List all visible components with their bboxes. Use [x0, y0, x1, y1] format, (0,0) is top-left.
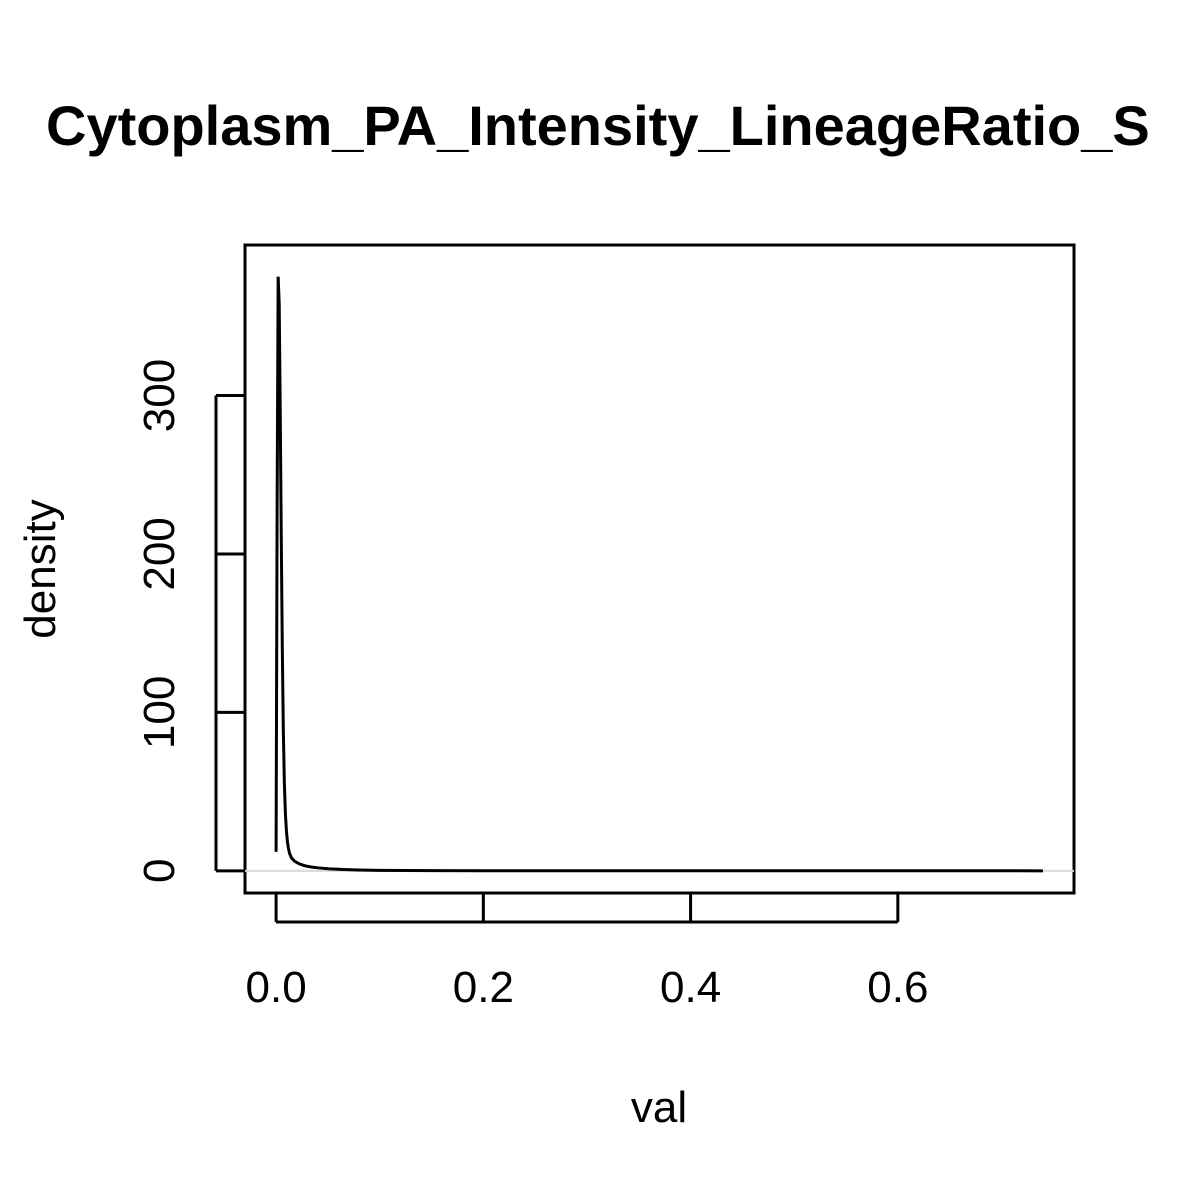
y-tick-label: 300	[135, 359, 184, 432]
x-tick-label: 0.4	[660, 963, 721, 1012]
y-tick-label: 200	[135, 517, 184, 590]
y-tick-label: 100	[135, 676, 184, 749]
chart-title: Cytoplasm_PA_Intensity_LineageRatio_S	[46, 94, 1150, 157]
x-axis-label: val	[631, 1083, 687, 1132]
density-line	[274, 276, 1043, 873]
y-axis: 0 100 200 300	[135, 359, 245, 883]
y-tick-label: 0	[135, 859, 184, 883]
x-axis: 0.0 0.2 0.4 0.6	[246, 893, 928, 1012]
x-tick-label: 0.2	[453, 963, 514, 1012]
plot-area	[243, 243, 1076, 895]
y-axis-label: density	[16, 499, 65, 638]
x-tick-label: 0.0	[246, 963, 307, 1012]
x-tick-label: 0.6	[867, 963, 928, 1012]
plot-frame	[243, 243, 1076, 895]
